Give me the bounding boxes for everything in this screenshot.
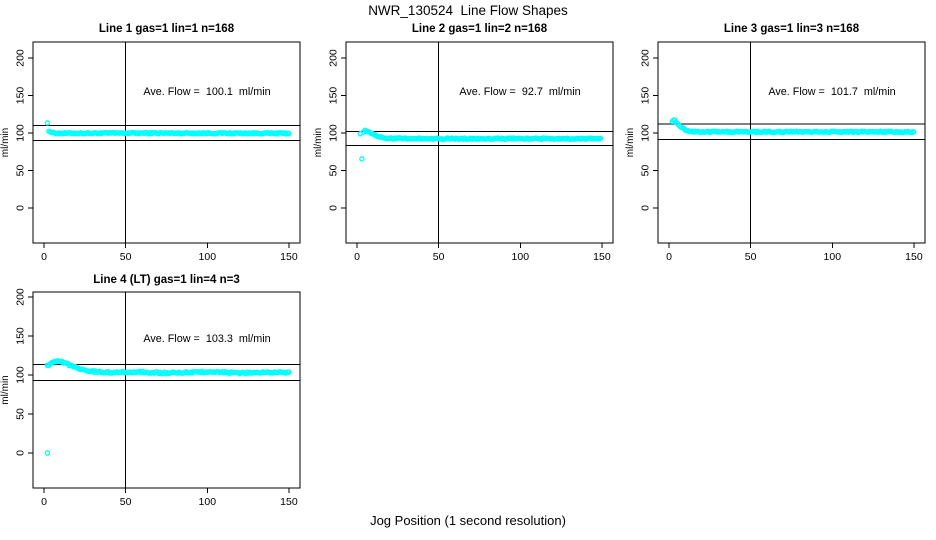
x-tick-label: 150 [905,251,923,263]
y-tick-label: 200 [640,49,652,67]
x-tick-label: 0 [354,251,360,263]
x-tick-label: 50 [120,251,132,263]
x-axis-title: Jog Position (1 second resolution) [370,513,566,528]
y-tick-label: 150 [328,87,340,105]
y-tick-label: 0 [640,205,652,211]
y-tick-label: 150 [640,87,652,105]
y-tick-label: 0 [15,205,27,211]
subplot-4-title: Line 4 (LT) gas=1 lin=4 n=3 [93,274,240,286]
y-axis-title: ml/min [0,375,11,404]
y-axis-title: ml/min [625,128,636,157]
x-tick-label: 100 [824,251,842,263]
subplot-3: 0 50 100 150 0 50 100 150 200 ml/min [625,41,926,263]
x-tick-label: 150 [593,251,611,263]
data-points [44,120,292,137]
data-points [357,127,604,162]
x-tick-label: 100 [512,251,530,263]
y-tick-label: 50 [328,165,340,177]
subplot-1-ave-flow-annotation: Ave. Flow = 100.1 ml/min [143,86,271,98]
subplot-1: 0 50 100 150 0 50 100 150 200 ml/min [0,41,301,263]
subplot-4: 0 50 100 150 0 50 100 150 200 ml/min [0,288,301,508]
subplot-3-ave-flow-annotation: Ave. Flow = 101.7 ml/min [768,86,896,98]
y-tick-label: 0 [15,450,27,456]
y-tick-label: 200 [15,288,27,306]
y-tick-label: 200 [15,49,27,67]
subplot-2-ave-flow-annotation: Ave. Flow = 92.7 ml/min [459,86,581,98]
subplot-2: 0 50 100 150 0 50 100 150 200 ml/min [313,41,614,263]
data-points [669,117,917,136]
y-axis-title: ml/min [313,128,324,157]
x-tick-label: 100 [199,251,217,263]
x-tick-label: 100 [199,496,217,508]
plot-box [345,41,614,244]
y-tick-label: 200 [328,49,340,67]
x-tick-label: 50 [433,251,445,263]
subplot-3-title: Line 3 gas=1 lin=3 n=168 [723,23,860,35]
y-tick-label: 100 [15,366,27,384]
x-tick-label: 0 [41,251,47,263]
x-tick-label: 50 [120,496,132,508]
subplot-4-ave-flow-annotation: Ave. Flow = 103.3 ml/min [143,333,271,345]
y-tick-label: 100 [15,124,27,142]
x-tick-label: 50 [745,251,757,263]
y-tick-label: 150 [15,327,27,345]
y-tick-label: 50 [640,165,652,177]
plot-box [32,41,301,244]
y-tick-label: 100 [640,124,652,142]
x-tick-label: 0 [666,251,672,263]
x-tick-label: 0 [41,496,47,508]
y-axis-title: ml/min [0,128,11,157]
data-points [44,357,292,456]
y-tick-label: 150 [15,87,27,105]
y-tick-label: 0 [328,205,340,211]
x-tick-label: 150 [280,251,298,263]
y-tick-label: 50 [15,408,27,420]
subplot-1-title: Line 1 gas=1 lin=1 n=168 [98,23,235,35]
subplot-2-title: Line 2 gas=1 lin=2 n=168 [411,23,548,35]
plot-box [657,41,926,244]
y-tick-label: 100 [328,124,340,142]
main-title: NWR_130524 Line Flow Shapes [368,3,568,18]
y-tick-label: 50 [15,165,27,177]
x-tick-label: 150 [280,496,298,508]
plot-box [32,291,301,489]
